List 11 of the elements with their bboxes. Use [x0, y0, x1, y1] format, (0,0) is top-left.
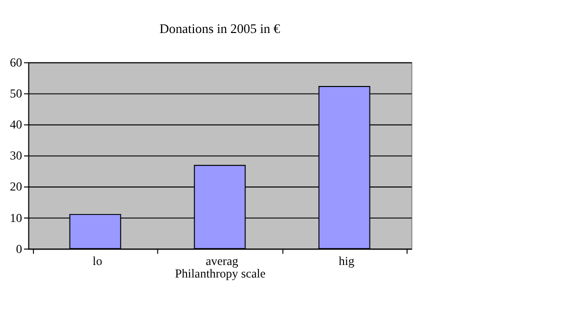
- chart-title: Donations in 2005 in €: [159, 21, 280, 36]
- y-tick-label: 20: [10, 180, 22, 194]
- y-tick-label: 10: [10, 210, 22, 225]
- x-tick-label: averag: [206, 254, 238, 268]
- x-tick-label: lo: [92, 254, 102, 268]
- y-tick-label: 60: [10, 55, 22, 70]
- y-tick-label: 30: [10, 148, 22, 163]
- x-tick-label: hig: [338, 254, 354, 268]
- y-tick-label: 50: [10, 86, 22, 101]
- y-tick-label: 40: [10, 118, 22, 132]
- y-tick-label: 0: [16, 242, 22, 256]
